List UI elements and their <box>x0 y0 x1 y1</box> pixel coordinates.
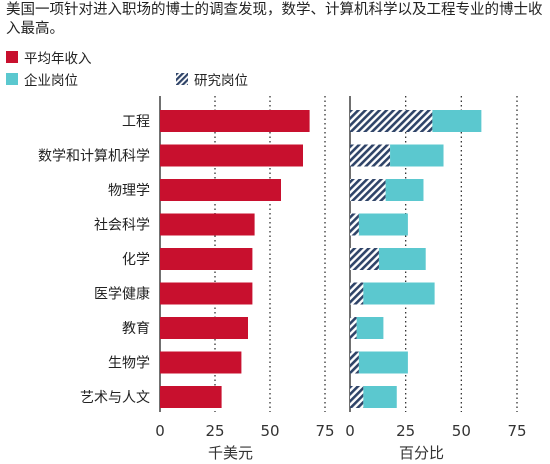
legend: 平均年收入 企业岗位 研究岗位 <box>6 47 306 91</box>
bar-industry <box>363 386 397 408</box>
bar-industry <box>356 317 384 339</box>
tick-label-1-50: 50 <box>260 422 279 440</box>
bar-salary <box>160 317 248 339</box>
category-label: 艺术与人文 <box>80 390 150 406</box>
bar-industry <box>358 213 408 236</box>
category-label: 化学 <box>122 252 150 268</box>
axis-label-2: 百分比 <box>399 444 444 462</box>
axis-label-1: 千美元 <box>208 444 253 462</box>
bar-industry <box>385 179 424 201</box>
category-label: 物理学 <box>108 183 150 199</box>
bar-salary <box>160 213 255 236</box>
bar-research <box>350 248 379 270</box>
legend-label-industry: 企业岗位 <box>24 73 78 89</box>
bar-salary <box>160 144 303 167</box>
bar-research <box>350 351 359 374</box>
bar-industry <box>432 110 482 132</box>
tick-label-2-75: 75 <box>507 422 526 440</box>
category-label: 数学和计算机科学 <box>38 149 150 165</box>
bar-industry <box>378 248 426 270</box>
legend-swatch-research <box>176 73 188 85</box>
bar-salary <box>160 386 222 408</box>
bar-research <box>350 282 364 305</box>
category-label: 教育 <box>122 321 150 337</box>
bar-research <box>350 317 357 339</box>
tick-label-2-50: 50 <box>452 422 471 440</box>
tick-label-1-75: 75 <box>315 422 334 440</box>
tick-label-1-25: 25 <box>205 422 224 440</box>
bar-research <box>350 144 391 167</box>
bar-salary <box>160 282 253 305</box>
bar-research <box>350 110 433 132</box>
tick-label-1-0: 0 <box>155 422 165 440</box>
category-label: 医学健康 <box>94 286 150 303</box>
legend-label-salary: 平均年收入 <box>24 51 92 67</box>
category-label: 工程 <box>122 114 150 130</box>
bar-research <box>350 386 364 408</box>
category-label: 生物学 <box>108 356 150 372</box>
legend-label-research: 研究岗位 <box>194 73 248 89</box>
bar-salary <box>160 248 253 270</box>
bar-salary <box>160 179 281 201</box>
legend-item-research: 研究岗位 <box>176 69 248 89</box>
chart-title: 美国一项针对进入职场的博士的调查发现，数学、计算机科学以及工程专业的博士收入最高… <box>6 2 543 37</box>
category-label: 社会科学 <box>94 218 150 234</box>
legend-swatch-salary <box>6 51 18 63</box>
legend-swatch-industry <box>6 73 18 85</box>
bar-salary <box>160 110 310 132</box>
bar-salary <box>160 351 242 374</box>
bar-research <box>350 213 359 236</box>
legend-item-industry: 企业岗位 <box>6 69 78 89</box>
bar-research <box>350 179 386 201</box>
tick-label-2-0: 0 <box>345 422 355 440</box>
tick-label-2-25: 25 <box>396 422 415 440</box>
bar-industry <box>363 282 435 305</box>
bar-industry <box>358 351 408 374</box>
bar-industry <box>390 144 444 167</box>
legend-item-salary: 平均年收入 <box>6 47 92 67</box>
